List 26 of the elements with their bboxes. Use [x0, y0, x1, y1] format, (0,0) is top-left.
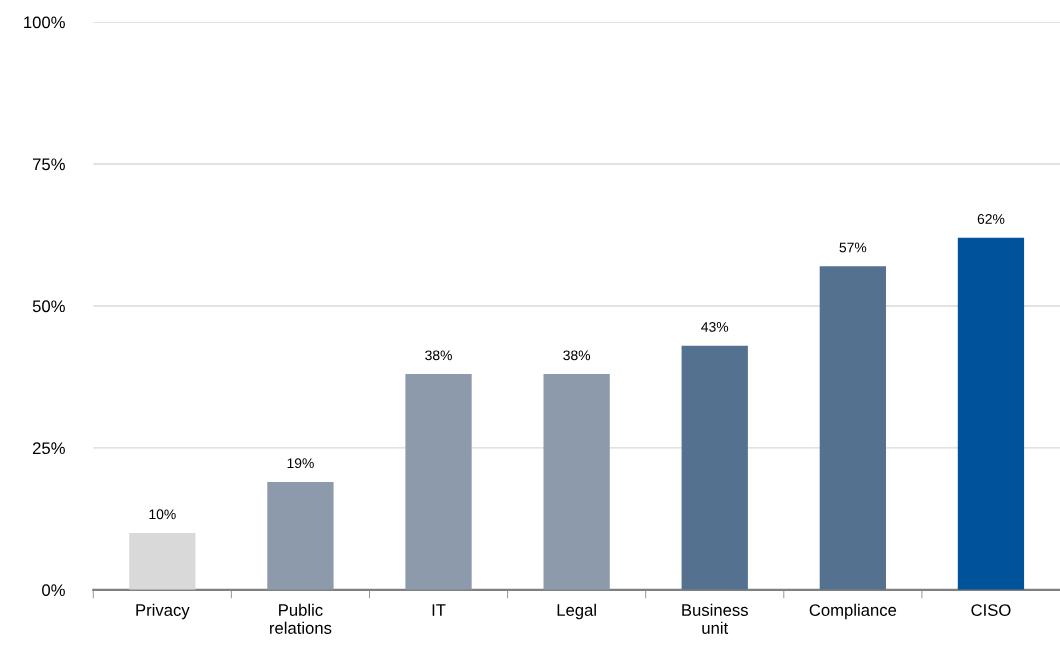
data-label: 10%: [149, 509, 176, 520]
y-tick-label: 50%: [32, 300, 65, 313]
data-label: 43%: [701, 322, 729, 332]
data-label: 38%: [563, 350, 591, 361]
bar: [267, 481, 334, 590]
bar: [819, 266, 886, 590]
x-tick-label: Compliance: [809, 603, 897, 620]
x-tick-label: IT: [432, 604, 446, 616]
data-label: 19%: [287, 458, 314, 469]
y-tick-label: 25%: [32, 442, 65, 455]
data-label: 57%: [839, 242, 867, 253]
y-tick-label: 75%: [33, 158, 65, 171]
bar: [543, 374, 610, 590]
data-label: 38%: [425, 350, 452, 361]
x-tick-label: Public relations: [270, 603, 332, 634]
y-tick-label: 100%: [24, 16, 65, 29]
bar: [129, 533, 196, 590]
bar: [681, 345, 748, 590]
bar: [405, 374, 472, 590]
bar: [957, 237, 1025, 590]
x-tick-label: CISO: [971, 604, 1011, 616]
x-tick-label: Business unit: [682, 603, 748, 634]
y-tick-label: 0%: [42, 584, 65, 597]
x-tick-label: Privacy: [136, 603, 190, 620]
x-tick-label: Legal: [557, 603, 596, 620]
data-label: 62%: [977, 214, 1005, 224]
